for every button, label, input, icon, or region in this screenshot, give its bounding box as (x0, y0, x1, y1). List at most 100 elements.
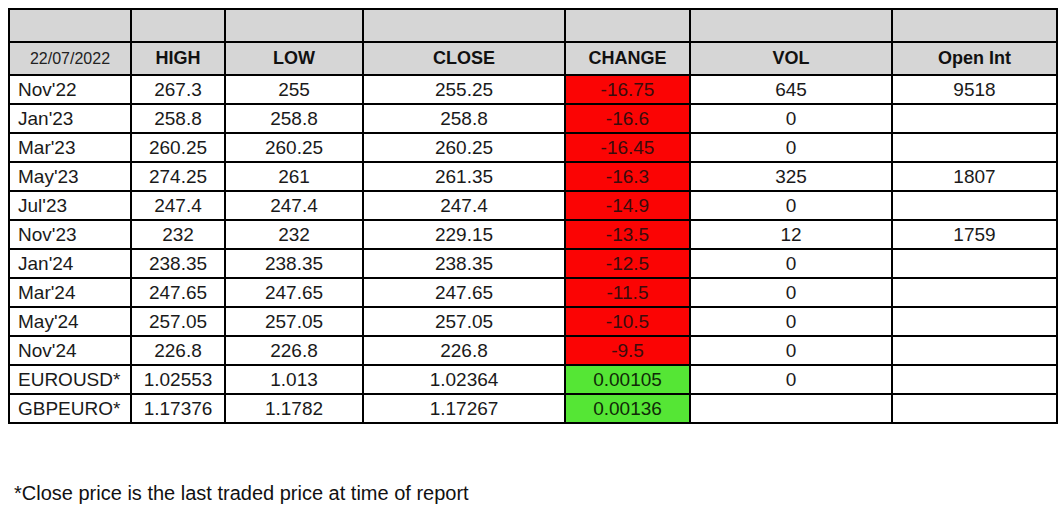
cell-high: 232 (131, 220, 225, 249)
blank-cell (225, 9, 363, 42)
cell-open-int: 9518 (892, 75, 1057, 104)
cell-low: 257.05 (225, 307, 363, 336)
blank-cell (363, 9, 565, 42)
cell-vol: 0 (690, 278, 892, 307)
col-header-low: LOW (225, 42, 363, 75)
cell-contract-label: Jan'23 (9, 104, 131, 133)
cell-vol: 0 (690, 336, 892, 365)
cell-low: 232 (225, 220, 363, 249)
cell-vol: 325 (690, 162, 892, 191)
futures-price-report: 22/07/2022 HIGH LOW CLOSE CHANGE VOL Ope… (0, 0, 1063, 508)
cell-vol: 12 (690, 220, 892, 249)
footnote: *Close price is the last traded price at… (14, 482, 469, 505)
cell-close: 1.02364 (363, 365, 565, 394)
cell-low: 1.1782 (225, 394, 363, 423)
table-row: Jul'23247.4247.4247.4-14.90 (9, 191, 1057, 220)
cell-high: 226.8 (131, 336, 225, 365)
cell-open-int (892, 336, 1057, 365)
cell-change: -16.3 (565, 162, 690, 191)
table-row: Nov'24226.8226.8226.8-9.50 (9, 336, 1057, 365)
futures-price-table: 22/07/2022 HIGH LOW CLOSE CHANGE VOL Ope… (8, 8, 1058, 424)
cell-low: 255 (225, 75, 363, 104)
blank-cell (690, 9, 892, 42)
cell-low: 260.25 (225, 133, 363, 162)
cell-high: 247.4 (131, 191, 225, 220)
blank-cell (565, 9, 690, 42)
table-row: Mar'23260.25260.25260.25-16.450 (9, 133, 1057, 162)
blank-cell (131, 9, 225, 42)
table-row: Jan'23258.8258.8258.8-16.60 (9, 104, 1057, 133)
header-row: 22/07/2022 HIGH LOW CLOSE CHANGE VOL Ope… (9, 42, 1057, 75)
table-row: EUROUSD*1.025531.0131.023640.001050 (9, 365, 1057, 394)
cell-vol: 645 (690, 75, 892, 104)
cell-low: 1.013 (225, 365, 363, 394)
cell-close: 261.35 (363, 162, 565, 191)
cell-close: 260.25 (363, 133, 565, 162)
cell-close: 238.35 (363, 249, 565, 278)
col-header-open-int: Open Int (892, 42, 1057, 75)
cell-open-int (892, 104, 1057, 133)
cell-low: 247.65 (225, 278, 363, 307)
cell-low: 261 (225, 162, 363, 191)
cell-high: 260.25 (131, 133, 225, 162)
cell-low: 226.8 (225, 336, 363, 365)
cell-open-int (892, 365, 1057, 394)
blank-cell (892, 9, 1057, 42)
cell-close: 255.25 (363, 75, 565, 104)
cell-open-int (892, 249, 1057, 278)
table-row: GBPEURO*1.173761.17821.172670.00136 (9, 394, 1057, 423)
cell-change: -16.45 (565, 133, 690, 162)
cell-change: -10.5 (565, 307, 690, 336)
cell-open-int (892, 307, 1057, 336)
cell-high: 267.3 (131, 75, 225, 104)
cell-close: 1.17267 (363, 394, 565, 423)
cell-contract-label: Jul'23 (9, 191, 131, 220)
blank-cell (9, 9, 131, 42)
cell-vol: 0 (690, 307, 892, 336)
cell-change: -14.9 (565, 191, 690, 220)
cell-contract-label: GBPEURO* (9, 394, 131, 423)
cell-close: 247.4 (363, 191, 565, 220)
cell-contract-label: May'24 (9, 307, 131, 336)
cell-open-int (892, 191, 1057, 220)
cell-change: -9.5 (565, 336, 690, 365)
cell-contract-label: Mar'23 (9, 133, 131, 162)
cell-close: 258.8 (363, 104, 565, 133)
cell-vol: 0 (690, 133, 892, 162)
cell-contract-label: May'23 (9, 162, 131, 191)
table-body: Nov'22267.3255255.25-16.756459518Jan'232… (9, 75, 1057, 423)
cell-contract-label: Mar'24 (9, 278, 131, 307)
cell-high: 257.05 (131, 307, 225, 336)
table-row: Nov'22267.3255255.25-16.756459518 (9, 75, 1057, 104)
cell-close: 229.15 (363, 220, 565, 249)
cell-vol: 0 (690, 104, 892, 133)
cell-change: -16.75 (565, 75, 690, 104)
cell-contract-label: EUROUSD* (9, 365, 131, 394)
cell-low: 247.4 (225, 191, 363, 220)
cell-low: 238.35 (225, 249, 363, 278)
col-header-high: HIGH (131, 42, 225, 75)
cell-close: 257.05 (363, 307, 565, 336)
cell-contract-label: Nov'24 (9, 336, 131, 365)
cell-open-int (892, 278, 1057, 307)
table-row: May'24257.05257.05257.05-10.50 (9, 307, 1057, 336)
cell-open-int: 1807 (892, 162, 1057, 191)
cell-change: -11.5 (565, 278, 690, 307)
cell-vol: 0 (690, 365, 892, 394)
cell-contract-label: Nov'22 (9, 75, 131, 104)
cell-vol: 0 (690, 191, 892, 220)
table-row: Jan'24238.35238.35238.35-12.50 (9, 249, 1057, 278)
cell-change: -16.6 (565, 104, 690, 133)
cell-vol: 0 (690, 249, 892, 278)
cell-vol (690, 394, 892, 423)
cell-close: 247.65 (363, 278, 565, 307)
blank-header-row (9, 9, 1057, 42)
cell-high: 247.65 (131, 278, 225, 307)
cell-contract-label: Jan'24 (9, 249, 131, 278)
cell-open-int (892, 394, 1057, 423)
col-header-change: CHANGE (565, 42, 690, 75)
cell-high: 1.17376 (131, 394, 225, 423)
cell-change: 0.00105 (565, 365, 690, 394)
cell-high: 274.25 (131, 162, 225, 191)
cell-close: 226.8 (363, 336, 565, 365)
